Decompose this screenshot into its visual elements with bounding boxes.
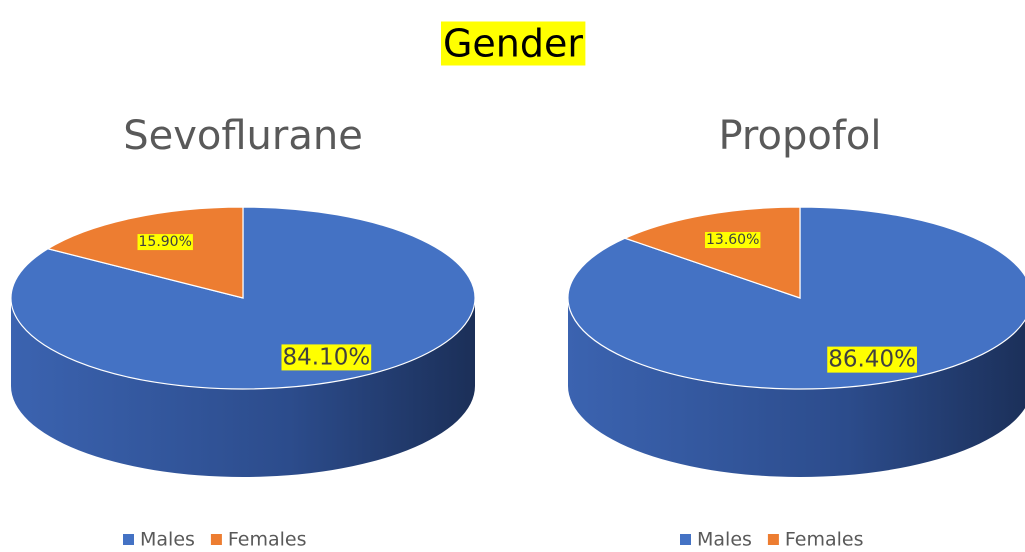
pie-slice — [623, 206, 801, 299]
pie-slice — [46, 206, 244, 299]
legend-label: Males — [140, 529, 195, 551]
pie-chart: Propofol 86.40% 13.60% Males Females — [567, 113, 1025, 551]
data-label: 86.40% — [828, 347, 916, 373]
title-highlight — [440, 21, 586, 66]
legend-swatch — [210, 534, 222, 545]
data-label: 84.10% — [282, 344, 370, 370]
legend-swatch — [123, 534, 134, 545]
legend-label: Males — [697, 529, 752, 551]
legend-swatch — [680, 534, 691, 545]
pie-side — [11, 298, 475, 477]
data-label: 13.60% — [706, 232, 759, 248]
pie-slice — [567, 206, 1025, 390]
chart-title: Propofol — [719, 113, 882, 159]
data-label-highlight — [705, 232, 761, 249]
data-label-highlight — [137, 234, 193, 251]
legend-label: Females — [228, 529, 307, 551]
pie-chart: Sevoflurane 84.10% 15.90% Males Females — [10, 113, 476, 551]
data-label: 15.90% — [139, 234, 192, 250]
page-title: Gender — [443, 22, 583, 66]
chart-title: Sevoflurane — [123, 113, 363, 159]
legend-swatch — [767, 534, 779, 545]
data-label-highlight — [827, 346, 917, 373]
pie-side — [568, 298, 1025, 477]
legend-label: Females — [785, 529, 864, 551]
data-label-highlight — [281, 344, 372, 371]
